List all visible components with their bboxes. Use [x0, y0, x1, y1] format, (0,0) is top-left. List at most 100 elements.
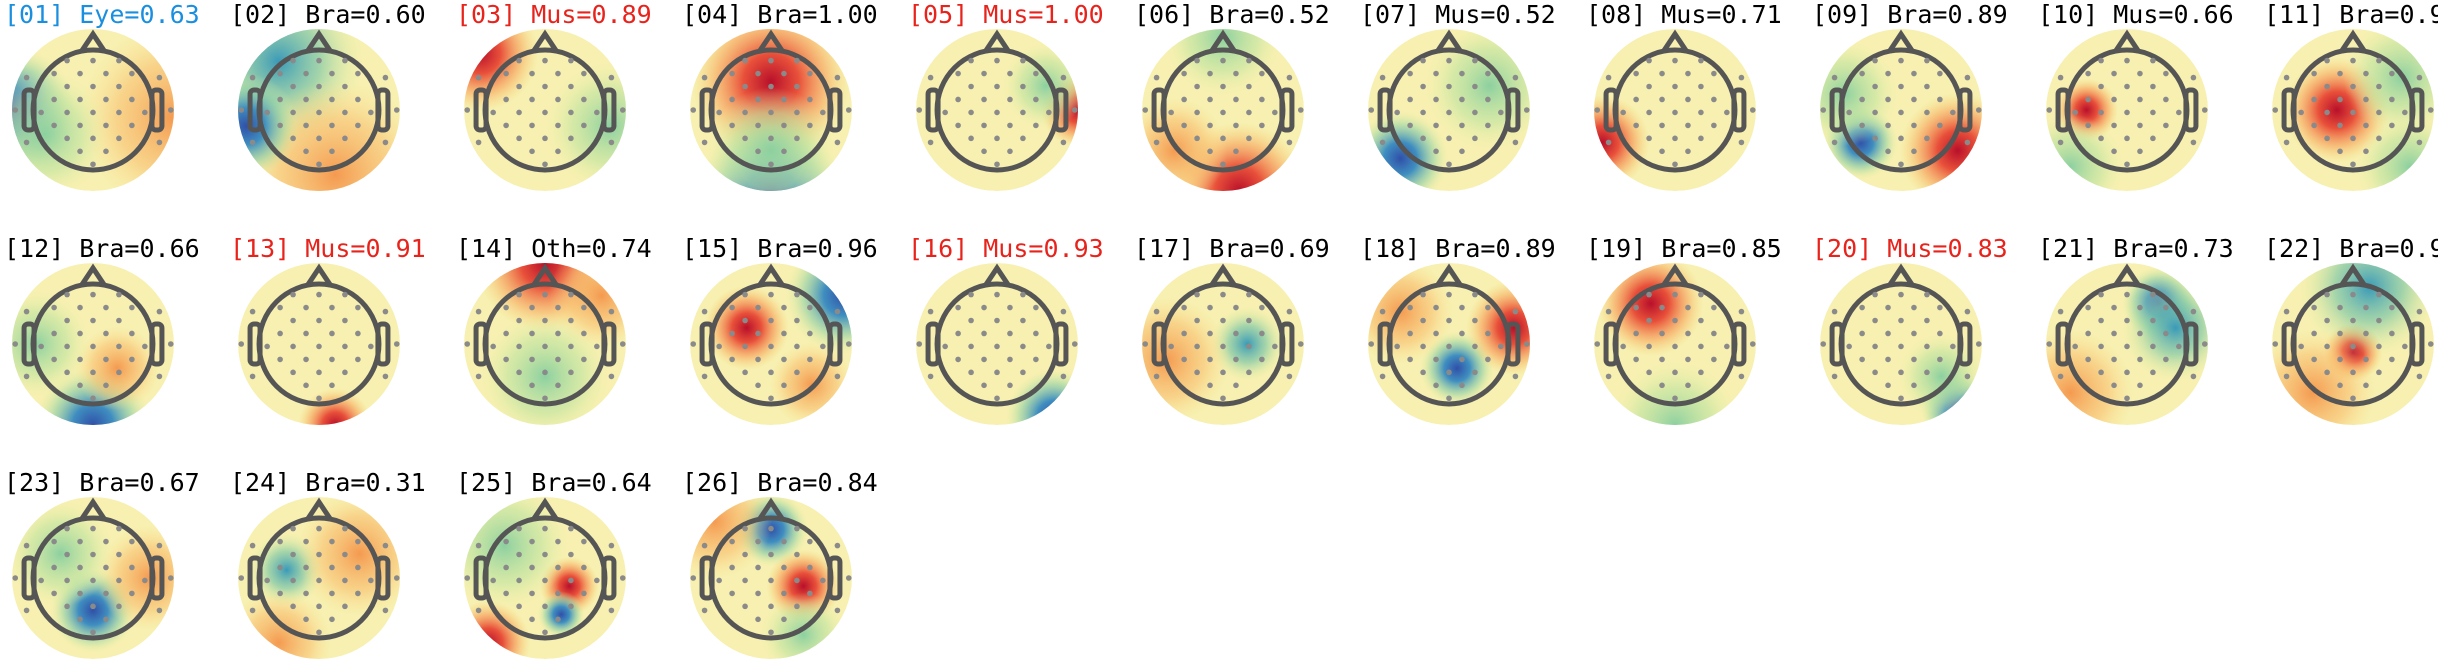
- electrode: [1485, 356, 1491, 363]
- electrode: [1446, 317, 1452, 324]
- electrode: [2137, 330, 2143, 337]
- head-outline: [2290, 281, 2416, 407]
- electrode: [103, 330, 109, 337]
- electrode: [1379, 373, 1386, 380]
- electrode: [1459, 356, 1465, 363]
- electrode: [555, 122, 561, 129]
- head-outline: [1160, 47, 1286, 173]
- electrode: [794, 109, 800, 116]
- electrode: [516, 525, 522, 532]
- topomap-panel: [26] Bra=0.84: [682, 468, 878, 659]
- electrode: [2272, 107, 2279, 113]
- electrode: [1033, 122, 1039, 129]
- electrode: [2363, 356, 2369, 363]
- electrode: [1512, 373, 1519, 380]
- electrode: [64, 577, 70, 584]
- electrode: [581, 70, 587, 77]
- electrode: [277, 330, 283, 337]
- electrode: [994, 317, 1000, 324]
- electrode: [2163, 96, 2169, 103]
- electrode: [2350, 109, 2356, 116]
- electrode: [981, 330, 987, 337]
- electrode: [701, 607, 708, 614]
- electrode: [807, 304, 813, 311]
- electrode: [1060, 139, 1067, 146]
- electrode: [1605, 139, 1612, 146]
- electrode: [542, 343, 548, 350]
- electrode: [1911, 304, 1917, 311]
- head-nose: [1208, 29, 1238, 54]
- electrode: [1046, 343, 1052, 350]
- component-label: [19] Bra=0.85: [1586, 234, 1782, 263]
- electrode: [807, 356, 813, 363]
- electrode: [1446, 343, 1452, 350]
- electrode: [994, 343, 1000, 350]
- electrode: [516, 135, 522, 142]
- component-label: [14] Oth=0.74: [456, 234, 652, 263]
- electrode: [342, 109, 348, 116]
- electrode: [1594, 107, 1601, 113]
- electrode: [2176, 109, 2182, 116]
- electrode: [1246, 291, 1252, 298]
- electrode: [729, 538, 735, 545]
- electrode: [1898, 57, 1904, 64]
- electrode: [1007, 96, 1013, 103]
- electrode: [51, 356, 57, 363]
- electrode: [1181, 330, 1187, 337]
- electrode: [2283, 308, 2290, 315]
- electrode: [1046, 109, 1052, 116]
- electrode: [1033, 356, 1039, 363]
- electrode: [1459, 70, 1465, 77]
- electrode: [1672, 317, 1678, 324]
- electrode: [555, 70, 561, 77]
- electrode: [1407, 304, 1413, 311]
- head-nose: [1886, 29, 1916, 54]
- electrode: [1485, 96, 1491, 103]
- component-label: [06] Bra=0.52: [1134, 0, 1330, 29]
- electrode: [781, 564, 787, 571]
- electrode: [1898, 291, 1904, 298]
- electrode: [542, 551, 548, 558]
- topomap-blob: [2357, 114, 2434, 191]
- electrode: [2124, 57, 2130, 64]
- electrode: [1924, 317, 1930, 324]
- electrode: [529, 122, 535, 129]
- electrode: [1020, 83, 1026, 90]
- electrode: [1033, 330, 1039, 337]
- head-nose: [1208, 263, 1238, 288]
- electrode: [277, 590, 283, 597]
- electrode: [820, 343, 826, 350]
- electrode: [1433, 330, 1439, 337]
- electrode: [1433, 148, 1439, 155]
- electrode: [1259, 330, 1265, 337]
- electrode: [1472, 317, 1478, 324]
- electrode: [2098, 57, 2104, 64]
- electrode: [116, 83, 122, 90]
- head-outline: [708, 281, 834, 407]
- electrode: [277, 538, 283, 545]
- electrode: [1433, 382, 1439, 389]
- electrode: [1646, 109, 1652, 116]
- electrode: [568, 369, 574, 376]
- electrode: [1181, 122, 1187, 129]
- topomap-panel: [11] Bra=0.99: [2264, 0, 2438, 191]
- electrode: [249, 607, 256, 614]
- electrode: [1379, 74, 1386, 81]
- electrode: [555, 96, 561, 103]
- electrode: [464, 575, 471, 581]
- head-nose: [530, 29, 560, 54]
- electrode: [2350, 343, 2356, 350]
- electrode: [503, 356, 509, 363]
- head-outline: [1838, 281, 1964, 407]
- electrode: [368, 109, 374, 116]
- electrode: [2124, 161, 2130, 168]
- electrode: [742, 291, 748, 298]
- electrode: [1007, 304, 1013, 311]
- electrode: [393, 575, 400, 581]
- component-label: [05] Mus=1.00: [908, 0, 1104, 29]
- electrode: [568, 525, 574, 532]
- electrode: [490, 109, 496, 116]
- electrode: [994, 161, 1000, 168]
- electrode: [329, 356, 335, 363]
- electrode: [2283, 139, 2290, 146]
